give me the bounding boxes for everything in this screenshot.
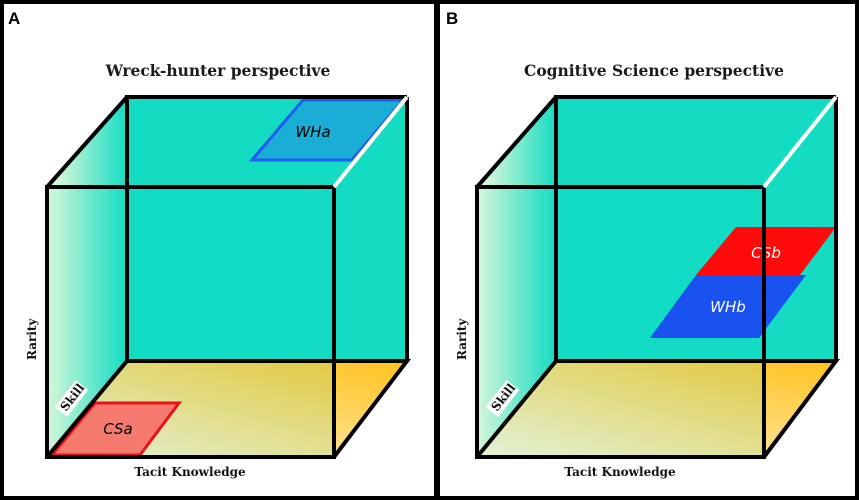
cube-b-floor <box>477 361 836 457</box>
panel-b-letter: B <box>446 9 458 28</box>
cube-b: CSb WHb Tacit Knowledge Rarity Skill <box>455 95 840 479</box>
axis-a-rarity: Rarity <box>25 318 39 360</box>
cube-a-edges <box>45 95 412 459</box>
region-whb-label: WHb <box>710 298 746 316</box>
panel-a-letter: A <box>8 9 20 28</box>
panel-b: B Cognitive Science perspective CSb WHb <box>436 0 859 500</box>
panel-a: A Wreck-hunter perspective WHa CSa <box>0 0 438 500</box>
axis-b-tacit-knowledge: Tacit Knowledge <box>564 465 676 479</box>
axis-a-tacit-knowledge: Tacit Knowledge <box>134 465 246 479</box>
cube-a-highlight-edge <box>332 95 409 189</box>
region-wha <box>248 98 407 162</box>
cube-b-front-face <box>477 187 764 457</box>
cube-b-top-face <box>477 97 836 187</box>
cube-a-front-face <box>47 187 334 457</box>
cube-b-edges <box>475 95 840 459</box>
cube-b-highlight-edge <box>762 95 838 189</box>
region-wha-label: WHa <box>295 123 330 141</box>
region-whb <box>650 275 806 338</box>
panel-b-title: Cognitive Science perspective <box>524 61 784 80</box>
cube-a: WHa CSa Tacit Knowledge Rarity Skill <box>25 95 412 479</box>
region-csa-label: CSa <box>103 420 132 438</box>
axis-b-rarity: Rarity <box>455 318 469 360</box>
panel-a-title: Wreck-hunter perspective <box>105 61 331 80</box>
